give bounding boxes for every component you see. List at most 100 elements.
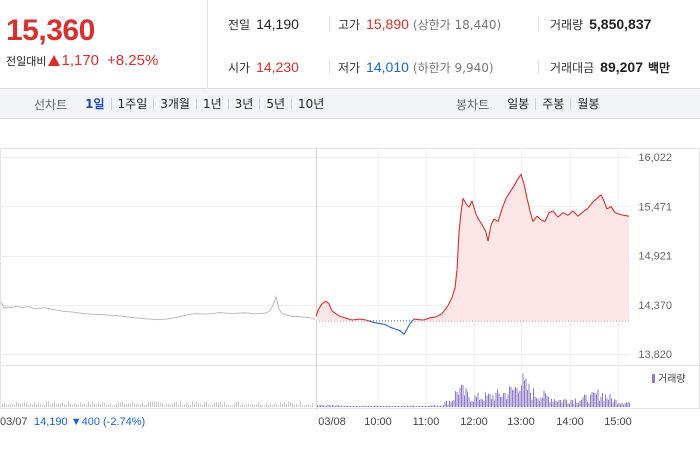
volume-bar [605, 394, 606, 407]
today-line-segment [331, 310, 337, 315]
today-line-segment [592, 197, 598, 203]
tab-1y[interactable]: 1년 [195, 98, 228, 110]
volume-bar [506, 399, 507, 407]
today-line-segment [523, 183, 528, 199]
volume-bar [323, 405, 324, 407]
volume-bar [587, 401, 588, 407]
price-chart[interactable]: 16,022 15,471 14,921 14,370 13,820 03/08 10:00… [0, 120, 700, 450]
today-line-segment [493, 218, 499, 223]
prev-volume-bar [284, 402, 285, 407]
prev-volume-bar [34, 402, 35, 407]
volume-bar [410, 406, 411, 407]
volume-bar [330, 405, 332, 407]
tab-10y[interactable]: 10년 [291, 98, 330, 110]
volume-bar [404, 405, 405, 407]
prev-volume-bar [192, 401, 193, 407]
prev-volume-bar [122, 401, 123, 407]
volume-bar [426, 406, 428, 407]
today-line-segment [536, 215, 542, 221]
prev-volume-bar [118, 402, 119, 407]
volume-bar [527, 390, 528, 407]
volume-bar [393, 406, 395, 407]
volume-bar [564, 399, 566, 407]
today-line-segment [441, 305, 449, 315]
low-label: 저가 [338, 61, 361, 75]
today-line-segment [572, 210, 579, 217]
volume-bar [534, 396, 536, 407]
volume-bar [398, 406, 399, 407]
today-line-segment [317, 303, 323, 311]
today-line-segment [587, 201, 594, 209]
volume-bar [504, 392, 506, 407]
volume-bar [563, 399, 564, 407]
volume-bar [560, 400, 561, 407]
volume-bar [447, 404, 449, 407]
today-line-segment [454, 269, 458, 288]
tab-daily-candle[interactable]: 일봉 [507, 97, 530, 111]
candle-chart-title: 봉차트 [456, 97, 490, 112]
volume-bar [327, 404, 329, 407]
today-line-segment [606, 205, 612, 210]
prev-volume-bar [132, 401, 133, 407]
prev-volume-bar [264, 405, 265, 407]
volume-bar [356, 405, 357, 407]
volume-bar [407, 405, 408, 407]
prev-volume-bar [222, 404, 223, 407]
price-panel: 15,360 전일대비 1,170 +8.25% [0, 0, 208, 89]
volume-bar [411, 406, 413, 407]
volume-bar [347, 406, 348, 407]
today-line-segment [447, 297, 453, 306]
prev-volume-bar [204, 402, 205, 407]
today-line-segment [413, 318, 419, 321]
prev-volume-bar [110, 403, 111, 407]
volume-bar [432, 405, 434, 407]
volume-bar [381, 406, 383, 407]
prev-volume-bar [102, 402, 103, 407]
volume-bar [549, 402, 551, 407]
prev-volume-bar [46, 401, 47, 407]
volume-bar [548, 397, 549, 407]
volume-bar [536, 398, 537, 407]
tab-3y[interactable]: 3년 [227, 98, 260, 110]
today-line-segment [582, 207, 589, 213]
today-line-segment [325, 300, 330, 305]
today-line-segment [321, 300, 327, 305]
volume-bar [417, 406, 419, 407]
volume-bar [485, 392, 486, 407]
today-line-segment [532, 215, 538, 222]
prev-volume-bar [250, 405, 251, 407]
prev-volume-bar [272, 405, 273, 407]
volume-legend-swatch [652, 374, 655, 383]
volume-bar [462, 385, 464, 407]
today-line-segment [509, 185, 515, 193]
tab-1w[interactable]: 1주일 [110, 98, 154, 110]
volume-bar [575, 398, 576, 407]
today-line-segment [339, 315, 347, 319]
prev-volume-bar [70, 403, 71, 407]
volume-bar [408, 406, 410, 407]
prev-volume-bar [262, 404, 263, 407]
prev-volume-bar [10, 403, 11, 407]
volume-bar [554, 399, 555, 407]
volume-bar [402, 405, 404, 407]
volume-bar [572, 400, 573, 407]
today-line-segment [567, 210, 574, 216]
tab-3m[interactable]: 3개월 [153, 98, 196, 110]
volume-bar [422, 405, 423, 407]
prev-volume-bar [86, 405, 87, 407]
prev-volume-bar [176, 402, 177, 407]
prev-volume-bar [252, 403, 253, 407]
volume-bar [401, 406, 402, 407]
tab-1d[interactable]: 1일 [85, 97, 105, 111]
volume-bar [510, 386, 512, 407]
tab-monthly-candle[interactable]: 월봉 [570, 98, 605, 110]
prev-volume-bar [50, 405, 51, 407]
prev-volume-bar [300, 401, 301, 407]
volume-bar [503, 393, 504, 407]
tab-weekly-candle[interactable]: 주봉 [535, 98, 570, 110]
tab-5y[interactable]: 5년 [259, 98, 291, 110]
prev-volume-bar [282, 403, 283, 407]
prev-volume-bar [286, 404, 287, 407]
prev-volume-bar [24, 402, 25, 407]
volume-bar [437, 405, 438, 407]
